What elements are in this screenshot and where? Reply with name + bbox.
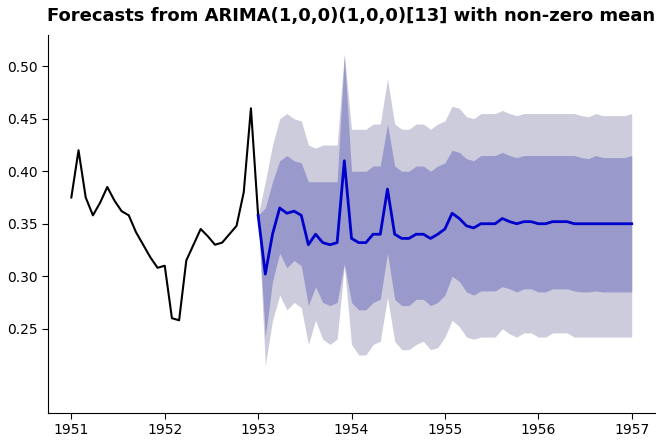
Title: Forecasts from ARIMA(1,0,0)(1,0,0)[13] with non-zero mean: Forecasts from ARIMA(1,0,0)(1,0,0)[13] w…	[48, 7, 655, 25]
